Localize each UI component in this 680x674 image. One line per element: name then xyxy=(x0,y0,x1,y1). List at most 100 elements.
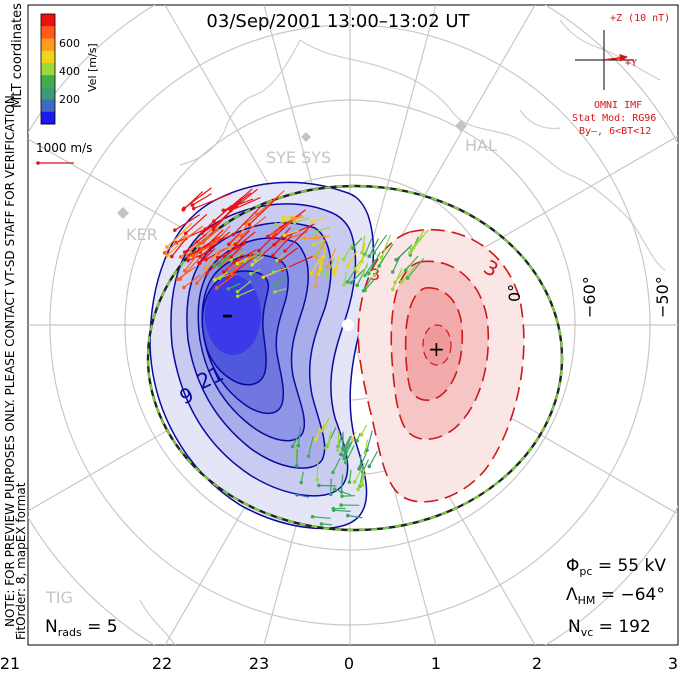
vector-origin xyxy=(178,255,183,259)
vector-line xyxy=(229,221,250,249)
vector-line xyxy=(251,256,264,266)
vector-line xyxy=(366,430,373,451)
vector-origin xyxy=(201,240,206,245)
vector-origin xyxy=(197,261,201,265)
vector-origin xyxy=(296,443,301,448)
station-markers xyxy=(117,120,467,219)
vector-origin xyxy=(271,232,276,236)
vector-origin xyxy=(390,270,395,274)
vector-origin xyxy=(181,207,186,212)
vector-line xyxy=(343,440,353,459)
vector-origin xyxy=(342,282,346,287)
vector-origin xyxy=(295,492,299,497)
colorbar-band xyxy=(41,111,55,125)
vector-origin xyxy=(165,245,169,249)
dawn-cell: + 3 3 xyxy=(357,228,525,503)
vector-line xyxy=(300,471,304,483)
coord-label: MLT coordinates xyxy=(10,3,25,108)
vector-line xyxy=(315,241,326,258)
vector-line xyxy=(284,226,310,252)
vector-origin xyxy=(162,251,167,255)
vector-line xyxy=(233,249,257,264)
vector-origin xyxy=(350,437,355,442)
vector-line xyxy=(307,436,314,457)
vector-origin xyxy=(182,250,187,254)
dusk-cell-marker: – xyxy=(222,303,233,328)
vector-origin xyxy=(399,280,404,284)
vector-line xyxy=(410,229,430,250)
vector-line xyxy=(409,235,425,254)
vector-origin xyxy=(228,246,232,251)
vector-origin xyxy=(320,271,324,275)
station-hal-label: HAL xyxy=(465,136,497,155)
vector-line xyxy=(196,261,215,284)
vector-origin xyxy=(172,228,177,232)
vector-line xyxy=(326,248,337,267)
vector-line xyxy=(320,257,324,270)
preview-note: NOTE: FOR PREVIEW PURPOSES ONLY. PLEASE … xyxy=(3,91,17,627)
vector-origin xyxy=(294,464,299,468)
vector-line xyxy=(407,258,425,279)
vector-line xyxy=(204,205,232,230)
vector-origin xyxy=(365,448,369,453)
vector-origin xyxy=(351,246,355,250)
vector-line xyxy=(312,516,331,519)
vector-origin xyxy=(226,287,231,291)
vector-line xyxy=(316,235,330,239)
vector-origin xyxy=(366,271,371,276)
vector-line xyxy=(245,209,264,225)
vector-line xyxy=(373,234,388,254)
vector-line xyxy=(262,232,288,255)
vector-line xyxy=(192,193,212,206)
vector-origin xyxy=(341,453,346,458)
vector-line xyxy=(361,235,366,253)
vector-origin xyxy=(331,269,336,274)
vector-origin xyxy=(345,280,350,284)
vector-line xyxy=(343,242,354,260)
vector-origin xyxy=(227,242,231,247)
imf-condition: By–, 6<BT<12 xyxy=(579,126,651,137)
vector-line xyxy=(314,226,330,233)
vector-line xyxy=(248,196,279,226)
vector-origin xyxy=(233,242,238,247)
vector-origin xyxy=(359,433,364,437)
vector-line xyxy=(214,271,229,281)
vector-origin xyxy=(261,275,266,279)
vector-line xyxy=(315,428,321,440)
vector-line xyxy=(291,434,300,447)
vector-origin xyxy=(278,259,282,263)
vector-line xyxy=(395,245,411,261)
dawn-cell-marker: + xyxy=(428,337,445,361)
stat-n-rads: Nrads = 5 xyxy=(45,617,118,639)
vector-origin xyxy=(213,278,217,282)
vector-origin xyxy=(331,506,336,511)
vector-line xyxy=(363,277,373,292)
station-sye-sys-label: SYE SYS xyxy=(266,148,331,167)
vector-origin xyxy=(372,250,376,255)
vector-origin xyxy=(186,258,190,263)
vector-line xyxy=(216,273,237,289)
colorbar-band xyxy=(41,87,55,101)
colorbar-band xyxy=(41,75,55,88)
imf-model: Stat Mod: RG96 xyxy=(572,113,656,124)
vector-origin xyxy=(257,248,261,253)
vector-origin xyxy=(310,514,315,519)
vector-origin xyxy=(221,270,226,274)
mlt-label-21: 21 xyxy=(0,654,20,673)
vector-origin xyxy=(361,288,366,293)
vector-line xyxy=(275,219,291,226)
colorbar-tick-600: 600 xyxy=(59,37,80,50)
colorbar-band xyxy=(41,38,55,52)
vector-line xyxy=(368,451,378,467)
mlt-label-3: 3 xyxy=(668,654,678,673)
vector-origin xyxy=(221,208,226,213)
mlt-label-23: 23 xyxy=(249,654,269,673)
vector-line xyxy=(295,439,298,457)
vector-line xyxy=(368,238,380,257)
vector-line xyxy=(322,244,327,257)
velocity-vectors xyxy=(162,187,430,526)
vector-origin xyxy=(275,258,279,263)
station-tig-label: TIG xyxy=(45,588,73,607)
vector-line xyxy=(364,238,373,255)
